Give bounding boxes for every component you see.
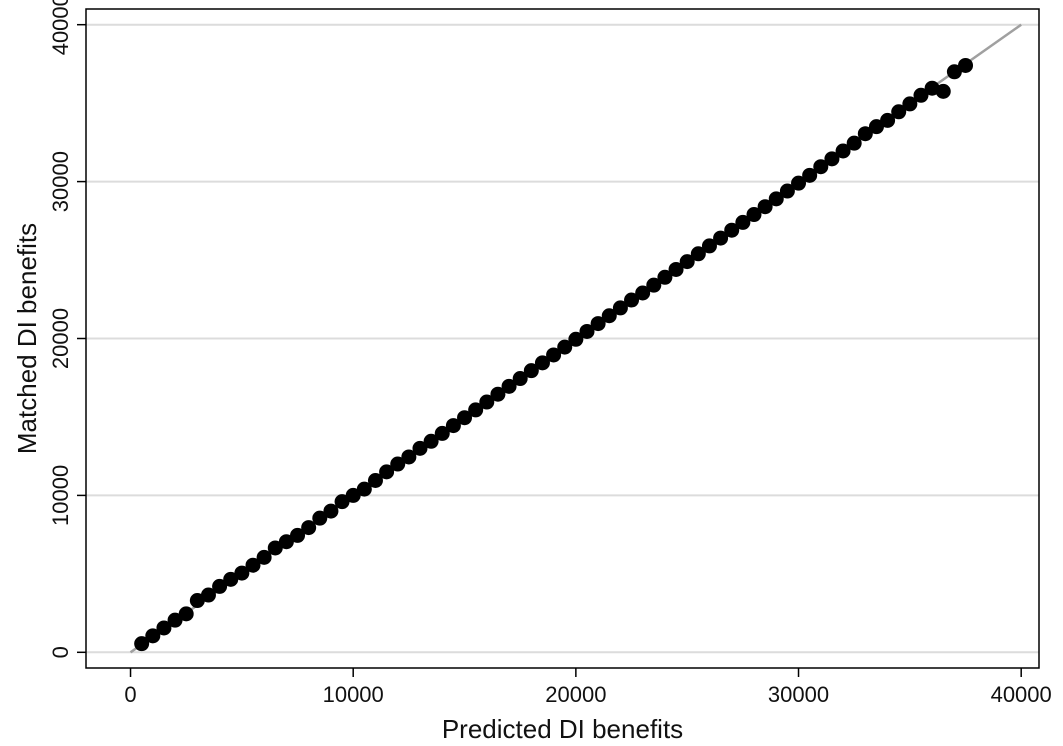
- data-point: [546, 347, 562, 363]
- data-point: [835, 143, 851, 159]
- data-point: [189, 593, 205, 609]
- data-point: [768, 191, 784, 207]
- data-point: [312, 510, 328, 526]
- data-point: [457, 410, 473, 426]
- data-point: [724, 222, 740, 238]
- data-point: [390, 456, 406, 472]
- data-point: [345, 487, 361, 503]
- data-point: [367, 472, 383, 488]
- data-point: [902, 96, 918, 112]
- data-point: [256, 549, 272, 565]
- data-point: [779, 183, 795, 199]
- data-point: [167, 612, 183, 628]
- data-point: [590, 316, 606, 332]
- data-point: [278, 534, 294, 550]
- data-point: [557, 339, 573, 355]
- data-point: [568, 331, 584, 347]
- data-points: [134, 57, 974, 652]
- data-point: [735, 214, 751, 230]
- data-point: [646, 277, 662, 293]
- data-point: [479, 394, 495, 410]
- data-point: [701, 238, 717, 254]
- data-point: [713, 230, 729, 246]
- data-point: [679, 254, 695, 270]
- data-point: [145, 628, 161, 644]
- data-point: [612, 300, 628, 316]
- data-point: [379, 464, 395, 480]
- data-point: [824, 151, 840, 167]
- data-point: [635, 285, 651, 301]
- x-tick-label: 40000: [991, 682, 1052, 707]
- data-point: [412, 440, 428, 456]
- data-point: [401, 449, 417, 465]
- data-point: [490, 386, 506, 402]
- data-point: [868, 119, 884, 135]
- data-point: [356, 481, 372, 497]
- x-axis-title: Predicted DI benefits: [442, 714, 683, 744]
- data-point: [813, 159, 829, 175]
- data-point: [156, 620, 172, 636]
- data-point: [891, 104, 907, 120]
- data-point: [880, 112, 896, 128]
- y-tick-label: 20000: [48, 308, 73, 369]
- x-tick-label: 0: [124, 682, 136, 707]
- x-tick-label: 10000: [323, 682, 384, 707]
- data-point: [267, 540, 283, 556]
- y-tick-label: 10000: [48, 465, 73, 526]
- data-point: [913, 87, 929, 103]
- x-tick-label: 30000: [768, 682, 829, 707]
- data-point: [601, 308, 617, 324]
- data-point: [657, 269, 673, 285]
- data-point: [946, 64, 962, 80]
- data-point: [434, 425, 450, 441]
- y-axis-title: Matched DI benefits: [12, 223, 42, 454]
- data-point: [501, 378, 517, 394]
- data-point: [290, 527, 306, 543]
- data-point: [857, 126, 873, 142]
- data-point: [846, 135, 862, 151]
- data-point: [534, 355, 550, 371]
- y-axis-ticks: 0 10000 20000 30000 40000: [48, 0, 86, 658]
- data-point: [178, 606, 194, 622]
- data-point: [200, 587, 216, 603]
- data-point: [690, 246, 706, 262]
- data-point: [323, 503, 339, 519]
- data-point: [802, 167, 818, 183]
- data-point: [423, 433, 439, 449]
- x-tick-label: 20000: [545, 682, 606, 707]
- data-point: [523, 363, 539, 379]
- data-point: [245, 557, 261, 573]
- y-tick-label: 30000: [48, 151, 73, 212]
- data-point: [757, 199, 773, 215]
- data-point: [746, 207, 762, 223]
- data-point: [223, 571, 239, 587]
- data-point: [791, 175, 807, 191]
- data-point: [468, 402, 484, 418]
- data-point: [134, 636, 150, 652]
- data-point: [512, 371, 528, 387]
- data-point: [212, 578, 228, 594]
- data-point: [668, 261, 684, 277]
- data-point: [234, 565, 250, 581]
- data-point: [935, 83, 951, 99]
- data-point: [445, 418, 461, 434]
- data-point: [579, 323, 595, 339]
- y-tick-label: 40000: [48, 0, 73, 55]
- gridlines: [86, 23, 1039, 654]
- data-point: [334, 494, 350, 510]
- data-point: [958, 57, 974, 73]
- data-point: [624, 292, 640, 308]
- data-point: [301, 520, 317, 536]
- x-axis-ticks: 0 10000 20000 30000 40000: [124, 668, 1052, 707]
- y-tick-label: 0: [48, 646, 73, 658]
